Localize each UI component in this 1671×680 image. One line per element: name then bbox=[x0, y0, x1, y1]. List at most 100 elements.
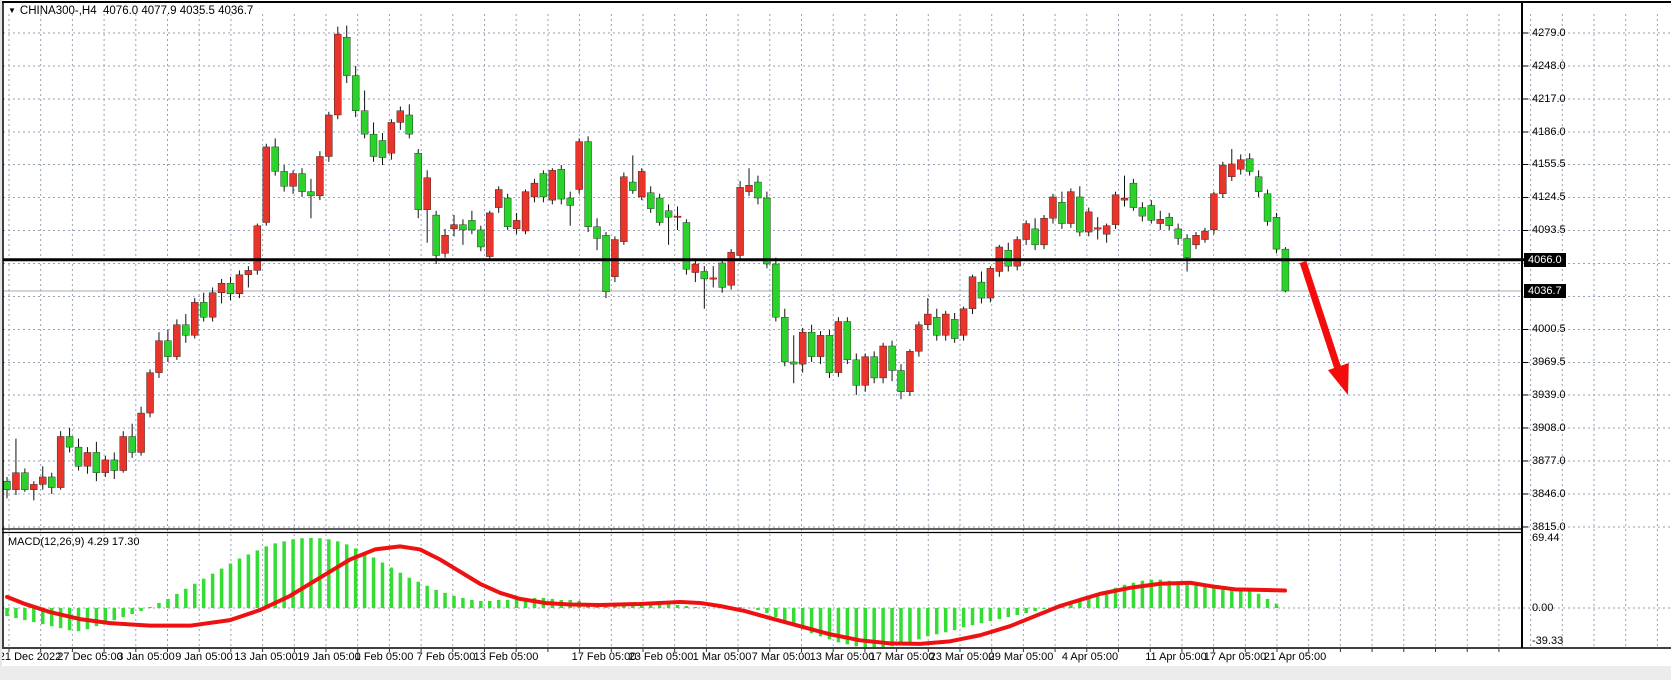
candle-bearish bbox=[602, 235, 610, 292]
time-axis-label: 1 Feb 05:00 bbox=[354, 651, 414, 663]
candle-bearish bbox=[807, 331, 816, 357]
candle-bullish bbox=[861, 356, 869, 386]
candle-bullish bbox=[423, 177, 431, 210]
candle-bullish bbox=[727, 252, 735, 286]
symbol-period-label: CHINA300-,H4 bbox=[19, 5, 97, 17]
candle-bearish bbox=[343, 37, 351, 76]
price-badge: 4036.7 bbox=[1524, 283, 1566, 298]
time-axis-label: 13 Feb 05:00 bbox=[473, 651, 539, 663]
macd-axis-label: 69.44 bbox=[1532, 531, 1560, 544]
candle-bullish bbox=[1120, 197, 1129, 201]
candle-bullish bbox=[798, 331, 807, 365]
candle-bearish bbox=[21, 472, 29, 490]
candle-bearish bbox=[414, 153, 422, 210]
candle-bullish bbox=[235, 274, 244, 295]
candle-bullish bbox=[1085, 211, 1093, 233]
time-axis-label: 23 Feb 05:00 bbox=[628, 651, 694, 663]
time-axis-label: 9 Jan 05:00 bbox=[175, 651, 233, 663]
candle-bearish bbox=[307, 191, 315, 197]
candle-bearish bbox=[843, 321, 852, 361]
candle-bearish bbox=[593, 226, 601, 239]
price-axis-label: 3969.5 bbox=[1532, 356, 1566, 369]
candle-bearish bbox=[164, 340, 172, 357]
candle-bearish bbox=[128, 436, 136, 453]
time-axis-label: 13 Mar 05:00 bbox=[809, 651, 875, 663]
trend-arrow-shaft[interactable] bbox=[1299, 260, 1345, 380]
price-axis-label: 3846.0 bbox=[1532, 487, 1566, 500]
candle-bullish bbox=[709, 277, 717, 280]
time-axis-label: 4 Apr 05:00 bbox=[1061, 651, 1119, 663]
candle-bullish bbox=[924, 313, 932, 325]
trend-arrow-head[interactable] bbox=[1327, 363, 1349, 395]
candle-bearish bbox=[1138, 207, 1147, 217]
candle-bullish bbox=[959, 308, 968, 336]
candle-bullish bbox=[521, 191, 530, 232]
candle-bullish bbox=[673, 215, 682, 218]
candle-bullish bbox=[611, 239, 619, 277]
candle-bullish bbox=[1201, 230, 1209, 240]
price-axis-label: 4093.5 bbox=[1532, 224, 1566, 237]
candle-bullish bbox=[316, 156, 324, 197]
macd-indicator-label: MACD(12,26,9) 4.29 17.30 bbox=[8, 536, 140, 548]
time-axis-label: 21 Dec 2022 bbox=[0, 651, 62, 663]
time-axis-label: 17 Mar 05:00 bbox=[869, 651, 935, 663]
chart-title: ▼ CHINA300-,H4 4076.0 4077.9 4035.5 4036.… bbox=[8, 5, 253, 17]
candle-bullish bbox=[530, 182, 539, 198]
candle-bullish bbox=[1022, 223, 1030, 240]
candle-bearish bbox=[772, 263, 780, 318]
candle-bullish bbox=[1219, 164, 1227, 194]
candle-bullish bbox=[968, 276, 977, 309]
candle-bullish bbox=[155, 340, 163, 373]
candle-bearish bbox=[226, 282, 235, 295]
candle-bearish bbox=[351, 75, 360, 111]
candle-bearish bbox=[897, 370, 905, 392]
time-axis-label: 17 Feb 05:00 bbox=[571, 651, 637, 663]
candle-bearish bbox=[1281, 248, 1290, 292]
candle-bullish bbox=[244, 270, 253, 275]
candle-bearish bbox=[977, 281, 986, 299]
candle-bearish bbox=[110, 459, 118, 471]
candle-bearish bbox=[790, 361, 798, 365]
candle-bearish bbox=[539, 173, 548, 198]
candle-bearish bbox=[199, 302, 208, 318]
time-axis-label: 7 Feb 05:00 bbox=[416, 651, 476, 663]
candle-bullish bbox=[495, 189, 503, 208]
candle-bullish bbox=[1040, 218, 1048, 246]
candle-bullish bbox=[879, 345, 887, 379]
candle-bullish bbox=[620, 176, 628, 242]
symbol-dropdown-icon[interactable]: ▼ bbox=[8, 6, 16, 15]
candle-bearish bbox=[700, 271, 709, 280]
time-axis-label: 13 Jan 05:00 bbox=[234, 651, 298, 663]
candle-bullish bbox=[56, 436, 65, 488]
candle-bullish bbox=[1111, 194, 1120, 225]
candle-bearish bbox=[1004, 249, 1012, 267]
candle-bullish bbox=[191, 302, 199, 336]
window-bottom-edge bbox=[0, 666, 1671, 680]
candle-bearish bbox=[503, 197, 512, 227]
candle-bullish bbox=[575, 141, 583, 190]
candle-bullish bbox=[1228, 163, 1236, 177]
candle-bullish bbox=[217, 282, 226, 293]
candle-bearish bbox=[360, 110, 369, 135]
time-axis-label: 21 Apr 05:00 bbox=[1263, 651, 1327, 663]
price-axis-label: 3939.0 bbox=[1532, 388, 1566, 401]
candle-bullish bbox=[12, 472, 20, 490]
candle-bullish bbox=[334, 33, 342, 116]
candle-bearish bbox=[870, 356, 878, 379]
candle-bullish bbox=[289, 173, 297, 187]
candle-bullish bbox=[146, 372, 154, 414]
candle-bearish bbox=[74, 446, 83, 467]
price-axis-label: 3815.0 bbox=[1532, 520, 1566, 533]
price-axis-label: 4217.0 bbox=[1532, 93, 1566, 105]
candle-bullish bbox=[396, 110, 405, 123]
time-axis-label: 29 Mar 05:00 bbox=[988, 651, 1054, 663]
candle-bearish bbox=[1129, 182, 1138, 208]
candle-bearish bbox=[781, 317, 789, 363]
candle-bearish bbox=[432, 214, 440, 256]
candle-bullish bbox=[1210, 193, 1218, 231]
candle-bullish bbox=[906, 351, 914, 392]
candle-bearish bbox=[933, 317, 941, 336]
candle-bullish bbox=[83, 452, 92, 467]
candle-bullish bbox=[1093, 227, 1102, 230]
